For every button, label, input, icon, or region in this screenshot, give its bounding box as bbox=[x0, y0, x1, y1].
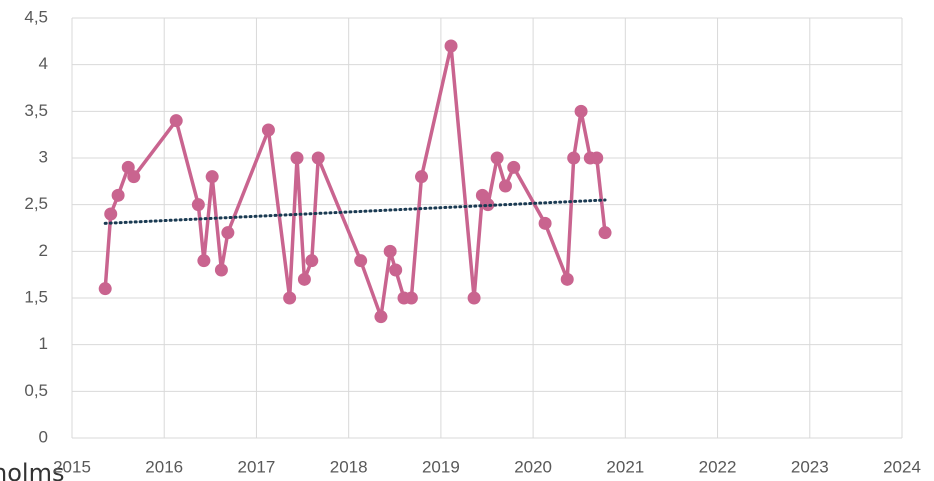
point bbox=[104, 207, 118, 221]
point bbox=[415, 170, 429, 184]
point bbox=[261, 123, 275, 137]
point bbox=[197, 254, 211, 268]
point bbox=[490, 151, 504, 165]
point bbox=[560, 272, 574, 286]
point bbox=[205, 170, 219, 184]
y-tick-label: 4 bbox=[39, 54, 48, 73]
point bbox=[467, 291, 481, 305]
x-tick-label: 2023 bbox=[791, 457, 829, 476]
point bbox=[374, 310, 388, 324]
point bbox=[214, 263, 228, 277]
point bbox=[127, 170, 141, 184]
x-tick-label: 2017 bbox=[238, 457, 276, 476]
y-tick-label: 3 bbox=[39, 147, 48, 166]
x-tick-label: 2016 bbox=[145, 457, 183, 476]
point bbox=[191, 198, 205, 212]
point bbox=[404, 291, 418, 305]
point bbox=[498, 179, 512, 193]
point bbox=[389, 263, 403, 277]
y-tick-label: 2 bbox=[39, 241, 48, 260]
point bbox=[383, 244, 397, 258]
x-tick-label: 2019 bbox=[422, 457, 460, 476]
point bbox=[305, 254, 319, 268]
point bbox=[590, 151, 604, 165]
x-tick-label: 2020 bbox=[514, 457, 552, 476]
point bbox=[283, 291, 297, 305]
point bbox=[311, 151, 325, 165]
point bbox=[481, 198, 495, 212]
point bbox=[111, 188, 125, 202]
y-tick-label: 1,5 bbox=[24, 287, 48, 306]
point bbox=[297, 272, 311, 286]
annotation: holms bbox=[0, 459, 64, 481]
point bbox=[507, 160, 521, 174]
y-tick-label: 2,5 bbox=[24, 194, 48, 213]
point bbox=[538, 216, 552, 230]
x-tick-label: 2021 bbox=[606, 457, 644, 476]
x-tick-label: 2018 bbox=[330, 457, 368, 476]
x-tick-label: 2015 bbox=[53, 457, 91, 476]
y-tick-label: 4,5 bbox=[24, 7, 48, 26]
y-tick-label: 1 bbox=[39, 334, 48, 353]
y-tick-label: 0 bbox=[39, 427, 48, 446]
point bbox=[98, 282, 112, 296]
point bbox=[598, 226, 612, 240]
trendline bbox=[103, 198, 607, 225]
point bbox=[574, 104, 588, 118]
x-tick-label: 2022 bbox=[699, 457, 737, 476]
point bbox=[169, 114, 183, 128]
y-tick-label: 3,5 bbox=[24, 101, 48, 120]
point bbox=[290, 151, 304, 165]
point bbox=[221, 226, 235, 240]
point bbox=[354, 254, 368, 268]
y-tick-label: 0,5 bbox=[24, 381, 48, 400]
point bbox=[444, 39, 458, 53]
point bbox=[567, 151, 581, 165]
x-tick-label: 2024 bbox=[883, 457, 921, 476]
series-line bbox=[103, 44, 607, 319]
